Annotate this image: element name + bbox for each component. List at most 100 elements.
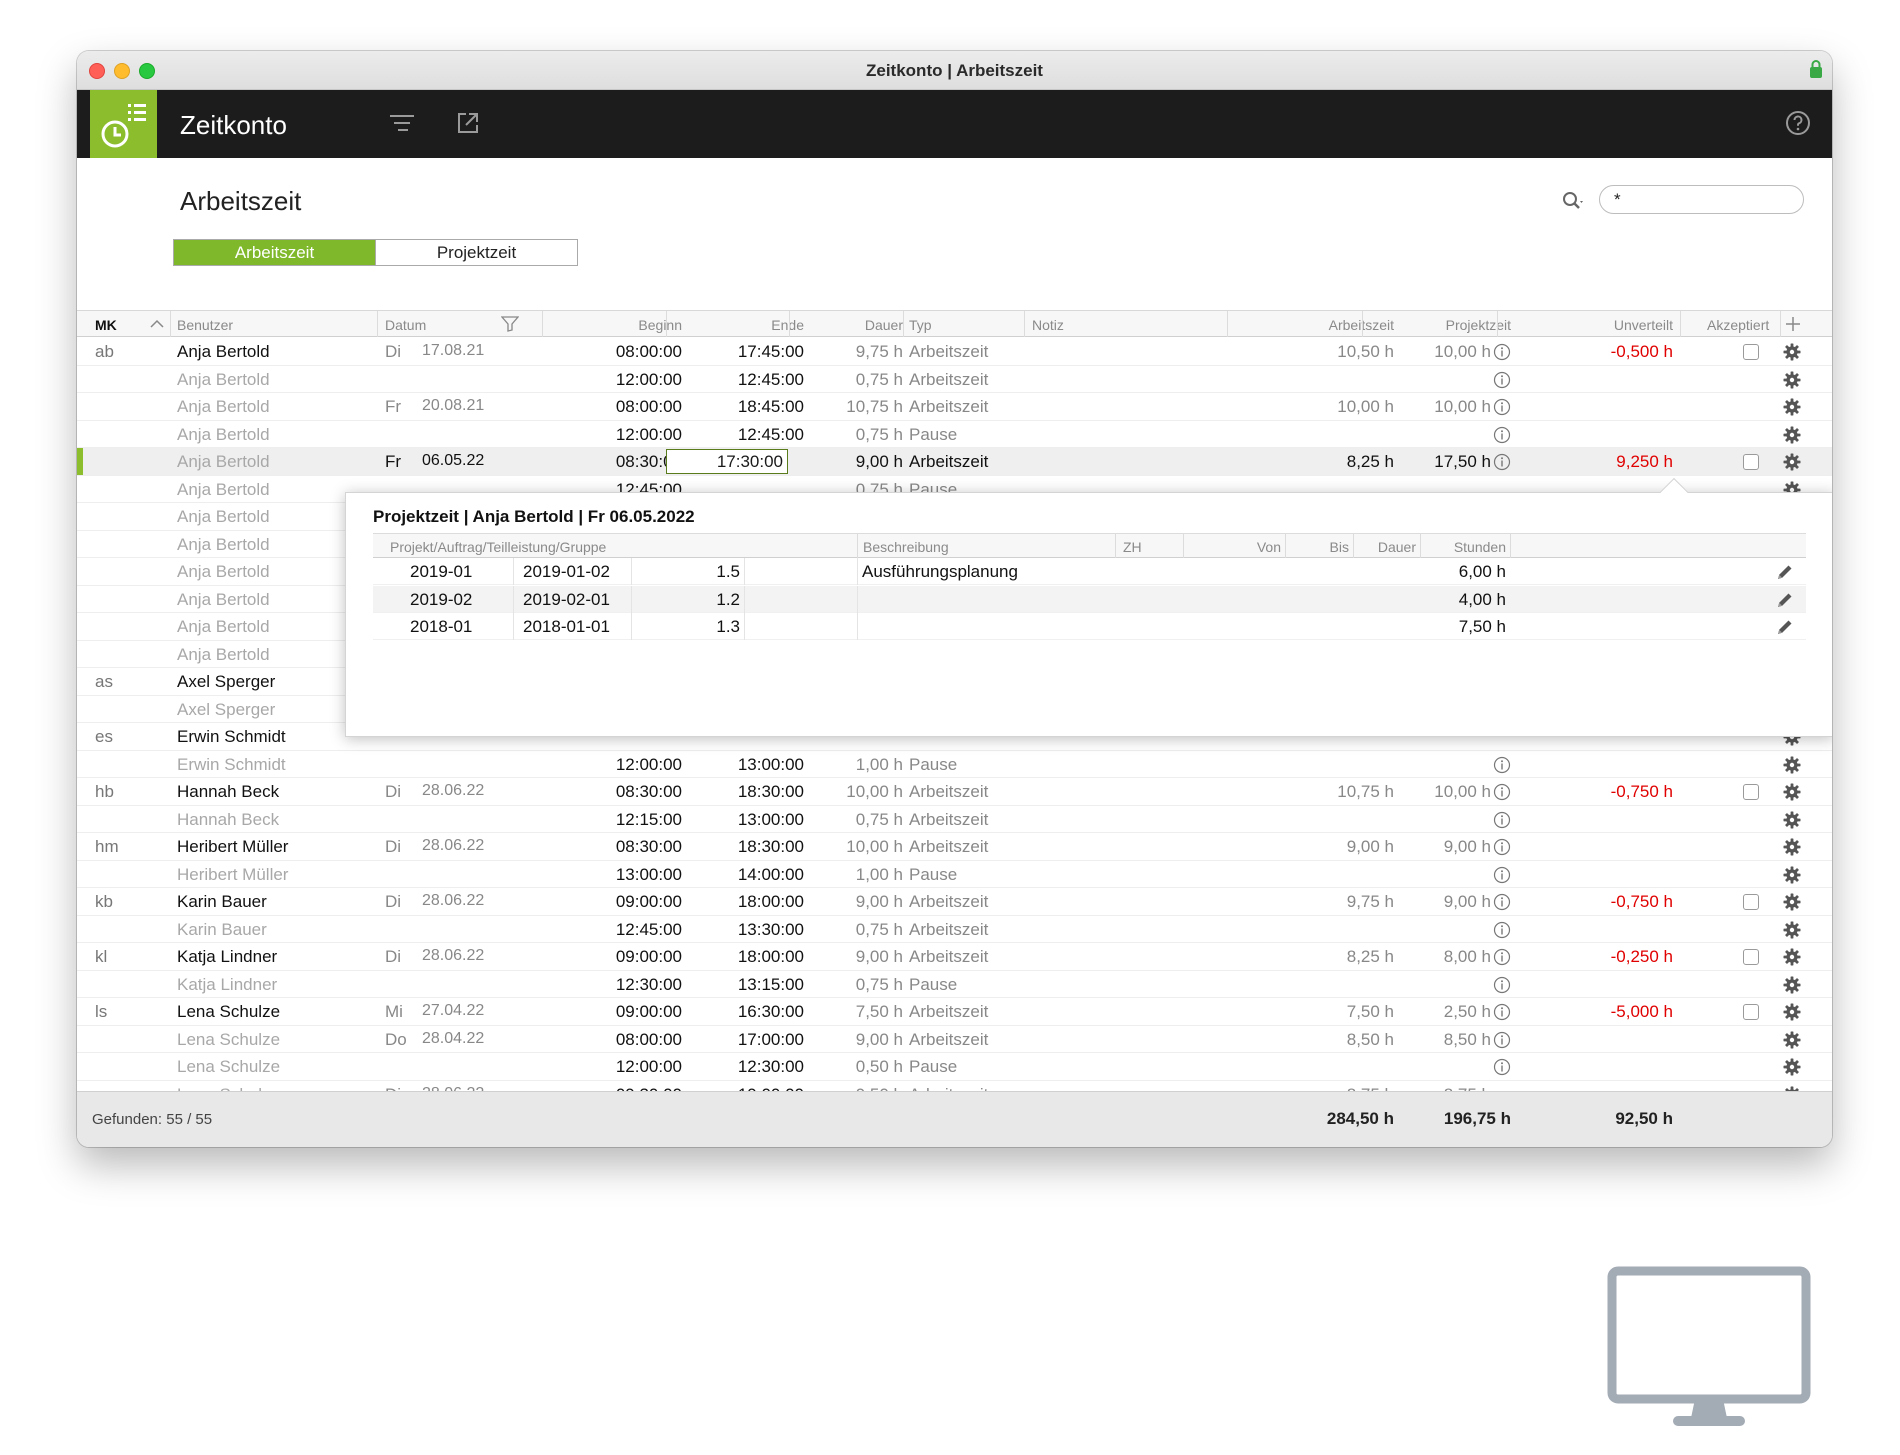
table-row[interactable]: Erwin Schmidt 12:00:00 13:00:00 1,00 h Pause bbox=[77, 751, 1832, 778]
accepted-checkbox[interactable] bbox=[1743, 344, 1759, 360]
pencil-icon[interactable] bbox=[1775, 562, 1795, 582]
gear-icon[interactable] bbox=[1783, 371, 1801, 389]
info-icon[interactable] bbox=[1493, 343, 1511, 361]
accepted-checkbox[interactable] bbox=[1743, 894, 1759, 910]
table-row[interactable]: hb Hannah Beck Di 28.06.22 08:30:00 18:30:00 1… bbox=[77, 778, 1832, 806]
table-row[interactable]: Anja Bertold 12:00:00 12:45:00 0,75 h Pause bbox=[77, 421, 1832, 448]
column-header-type[interactable]: Typ bbox=[909, 317, 932, 333]
gear-icon[interactable] bbox=[1783, 453, 1801, 471]
export-icon[interactable] bbox=[455, 110, 481, 136]
column-header-mk[interactable]: MK bbox=[95, 317, 117, 333]
info-icon[interactable] bbox=[1493, 1031, 1511, 1049]
info-icon[interactable] bbox=[1493, 453, 1511, 471]
info-icon[interactable] bbox=[1493, 976, 1511, 994]
info-icon[interactable] bbox=[1493, 893, 1511, 911]
accepted-checkbox[interactable] bbox=[1743, 1004, 1759, 1020]
tab-projektzeit[interactable]: Projektzeit bbox=[375, 240, 577, 265]
column-header-note[interactable]: Notiz bbox=[1032, 317, 1064, 333]
gear-icon[interactable] bbox=[1783, 976, 1801, 994]
info-icon[interactable] bbox=[1493, 783, 1511, 801]
table-row[interactable]: ls Lena Schulze Mi 27.04.22 09:00:00 16:30:00… bbox=[77, 998, 1832, 1026]
info-icon[interactable] bbox=[1493, 398, 1511, 416]
column-header-user[interactable]: Benutzer bbox=[177, 317, 234, 333]
gear-icon[interactable] bbox=[1783, 783, 1801, 801]
table-row[interactable]: Anja Bertold 12:00:00 12:45:00 0,75 h Arbeit… bbox=[77, 366, 1832, 393]
popover-column-description[interactable]: Beschreibung bbox=[863, 539, 949, 555]
minimize-button[interactable] bbox=[114, 63, 130, 79]
filter-icon[interactable] bbox=[501, 316, 519, 332]
popover-column-project[interactable]: Projekt/Auftrag/Teilleistung/Gruppe bbox=[390, 539, 607, 555]
app-logo[interactable] bbox=[90, 90, 157, 158]
popover-column-duration[interactable]: Dauer bbox=[1377, 539, 1416, 555]
table-row[interactable]: Anja Bertold Fr 20.08.21 08:00:00 18:45:00 10… bbox=[77, 393, 1832, 421]
column-header-unassigned[interactable]: Unverteilt bbox=[1613, 317, 1673, 333]
menu-icon[interactable] bbox=[390, 112, 416, 134]
info-icon[interactable] bbox=[1493, 811, 1511, 829]
column-header-worktime[interactable]: Arbeitszeit bbox=[1277, 317, 1394, 333]
column-header-begin[interactable]: Beginn bbox=[638, 317, 682, 333]
gear-icon[interactable] bbox=[1783, 866, 1801, 884]
cell-day: Di bbox=[385, 947, 402, 966]
column-header-duration[interactable]: Dauer bbox=[864, 317, 903, 333]
popover-column-hours[interactable]: Stunden bbox=[1453, 539, 1506, 555]
table-row[interactable]: ab Anja Bertold Di 17.08.21 08:00:00 17:45:00… bbox=[77, 338, 1832, 366]
info-icon[interactable] bbox=[1493, 948, 1511, 966]
info-icon[interactable] bbox=[1493, 838, 1511, 856]
gear-icon[interactable] bbox=[1783, 893, 1801, 911]
info-icon[interactable] bbox=[1493, 1058, 1511, 1076]
table-row[interactable]: Heribert Müller 13:00:00 14:00:00 1,00 h Pau… bbox=[77, 861, 1832, 888]
table-row[interactable]: Hannah Beck 12:15:00 13:00:00 0,75 h Arbeits… bbox=[77, 806, 1832, 833]
tab-arbeitszeit[interactable]: Arbeitszeit bbox=[174, 240, 375, 265]
table-row[interactable]: kl Katja Lindner Di 28.06.22 09:00:00 18:00:0… bbox=[77, 943, 1832, 971]
popover-column-to[interactable]: Bis bbox=[1329, 539, 1349, 555]
accepted-checkbox[interactable] bbox=[1743, 784, 1759, 800]
column-header-projecttime[interactable]: Projektzeit bbox=[1445, 317, 1511, 333]
popover-row[interactable]: 2018-01 2018-01-01 1.3 7,50 h bbox=[373, 613, 1806, 640]
table-row[interactable]: Lena Schulze Do 28.04.22 08:00:00 17:00:00 9,… bbox=[77, 1026, 1832, 1053]
info-icon[interactable] bbox=[1493, 1003, 1511, 1021]
info-icon[interactable] bbox=[1493, 426, 1511, 444]
gear-icon[interactable] bbox=[1783, 1003, 1801, 1021]
gear-icon[interactable] bbox=[1783, 426, 1801, 444]
pencil-icon[interactable] bbox=[1775, 617, 1795, 637]
info-icon[interactable] bbox=[1493, 371, 1511, 389]
close-button[interactable] bbox=[89, 63, 105, 79]
sort-icon[interactable] bbox=[150, 319, 164, 329]
column-header-date[interactable]: Datum bbox=[385, 317, 427, 333]
gear-icon[interactable] bbox=[1783, 1031, 1801, 1049]
table-row[interactable]: kb Karin Bauer Di 28.06.22 09:00:00 18:00:00 9… bbox=[77, 888, 1832, 916]
popover-column-from[interactable]: Von bbox=[1256, 539, 1281, 555]
column-header-end[interactable]: Ende bbox=[771, 317, 804, 333]
popover-column-zh[interactable]: ZH bbox=[1123, 539, 1142, 555]
popover-row[interactable]: 2019-02 2019-02-01 1.2 4,00 h bbox=[373, 585, 1806, 613]
info-icon[interactable] bbox=[1493, 866, 1511, 884]
info-icon[interactable] bbox=[1493, 921, 1511, 939]
column-header-accepted[interactable]: Akzeptiert bbox=[1707, 317, 1770, 333]
table-row[interactable]: Lena Schulze 12:00:00 12:30:00 0,50 h Pause bbox=[77, 1053, 1832, 1081]
gear-icon[interactable] bbox=[1783, 398, 1801, 416]
add-icon[interactable] bbox=[1785, 316, 1801, 332]
zoom-button[interactable] bbox=[139, 63, 155, 79]
end-time-input[interactable]: 17:30:00 bbox=[666, 449, 788, 474]
gear-icon[interactable] bbox=[1783, 343, 1801, 361]
table-row[interactable]: Anja Bertold Fr 06.05.22 08:30:00 17:30:00 9,… bbox=[77, 448, 1832, 476]
search-icon[interactable] bbox=[1562, 191, 1586, 213]
table-row[interactable]: Lena Schulze Di 28.06.22 09:30:0019:00:00 9,… bbox=[77, 1081, 1832, 1091]
accepted-checkbox[interactable] bbox=[1743, 949, 1759, 965]
search-input[interactable] bbox=[1599, 185, 1804, 214]
table-row[interactable]: Katja Lindner 12:30:00 13:15:00 0,75 h Pause bbox=[77, 971, 1832, 998]
gear-icon[interactable] bbox=[1783, 811, 1801, 829]
accepted-checkbox[interactable] bbox=[1743, 454, 1759, 470]
popover-row[interactable]: 2019-01 2019-01-02 1.5 Ausführungsplanung 6,… bbox=[373, 558, 1806, 585]
table-row[interactable]: hm Heribert Müller Di 28.06.22 08:30:00 18:30… bbox=[77, 833, 1832, 861]
info-icon[interactable] bbox=[1493, 756, 1511, 774]
gear-icon[interactable] bbox=[1783, 838, 1801, 856]
pencil-icon[interactable] bbox=[1775, 590, 1795, 610]
table-row[interactable]: Karin Bauer 12:45:00 13:30:00 0,75 h Arbeits… bbox=[77, 916, 1832, 943]
gear-icon[interactable] bbox=[1783, 1086, 1801, 1091]
help-icon[interactable] bbox=[1785, 110, 1811, 136]
gear-icon[interactable] bbox=[1783, 756, 1801, 774]
gear-icon[interactable] bbox=[1783, 921, 1801, 939]
gear-icon[interactable] bbox=[1783, 948, 1801, 966]
gear-icon[interactable] bbox=[1783, 1058, 1801, 1076]
